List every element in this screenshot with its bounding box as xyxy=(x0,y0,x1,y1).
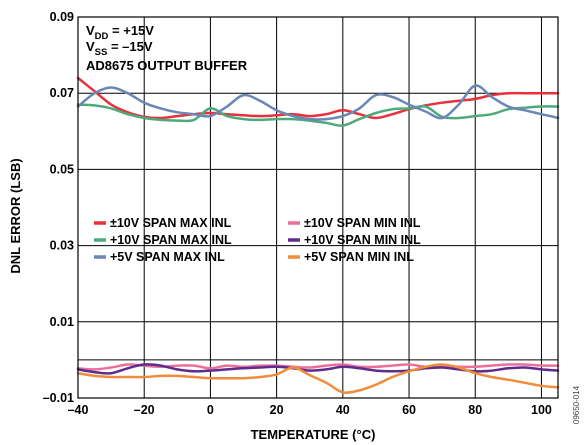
legend-label: ±10V SPAN MAX INL xyxy=(110,216,232,230)
x-tick-label: 0 xyxy=(207,403,214,417)
legend-label: ±10V SPAN MIN INL xyxy=(304,216,421,230)
series-lines xyxy=(76,76,560,394)
x-tick-label: 80 xyxy=(468,403,482,417)
x-tick-label: –40 xyxy=(68,403,89,417)
y-tick-label: 0.05 xyxy=(50,162,74,176)
x-tick-label: 100 xyxy=(531,403,552,417)
y-tick-label: –0.01 xyxy=(43,391,74,405)
series-line-1 xyxy=(76,76,560,120)
legend: ±10V SPAN MAX INL +10V SPAN MAX INL +5V SP… xyxy=(94,216,421,264)
x-tick-label: 20 xyxy=(270,403,284,417)
legend-label: +10V SPAN MAX INL xyxy=(110,233,232,247)
conditions-annotation: VDD = +15V VSS = –15V AD8675 OUTPUT BUFF… xyxy=(86,23,248,73)
tick-labels: –40 –20 0 20 40 60 80 100 –0.01 0.01 0.03 0.05 0.07 0… xyxy=(43,10,552,417)
series-line-3 xyxy=(76,84,560,121)
legend-label: +5V SPAN MAX INL xyxy=(110,250,225,264)
y-tick-label: 0.07 xyxy=(50,86,74,100)
series-line-2 xyxy=(76,103,560,127)
legend-label: +5V SPAN MIN INL xyxy=(304,250,414,264)
output-buffer-label: AD8675 OUTPUT BUFFER xyxy=(86,58,248,73)
vss-label: VSS = –15V xyxy=(86,39,153,58)
series-line-5 xyxy=(76,363,560,375)
vdd-label: VDD = +15V xyxy=(86,23,154,42)
x-axis-title: TEMPERATURE (°C) xyxy=(251,427,376,442)
y-tick-label: 0.01 xyxy=(50,315,74,329)
y-tick-label: 0.09 xyxy=(50,10,74,24)
plot-frame xyxy=(77,16,559,399)
y-axis-title: DNL ERROR (LSB) xyxy=(8,158,23,273)
legend-label: +10V SPAN MIN INL xyxy=(304,233,421,247)
figure-code: 09650-014 xyxy=(572,385,581,424)
x-tick-label: –20 xyxy=(134,403,155,417)
x-tick-label: 60 xyxy=(402,403,416,417)
grid-lines xyxy=(77,16,558,399)
y-tick-label: 0.03 xyxy=(50,239,74,253)
series-line-6 xyxy=(76,363,560,394)
series-line-4 xyxy=(76,363,560,371)
x-tick-label: 40 xyxy=(336,403,350,417)
